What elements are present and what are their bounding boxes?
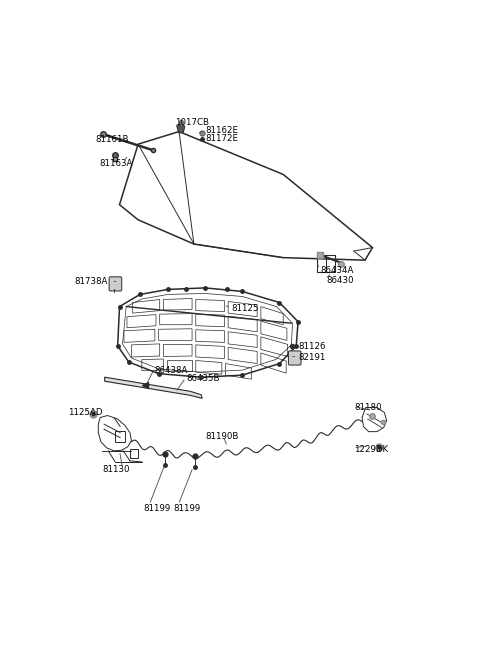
Text: 81130: 81130 xyxy=(103,465,130,474)
FancyBboxPatch shape xyxy=(288,351,301,365)
Text: 81162E: 81162E xyxy=(205,126,238,134)
Polygon shape xyxy=(105,377,202,398)
Text: 81199: 81199 xyxy=(173,504,201,513)
Text: 82191: 82191 xyxy=(298,353,325,362)
Text: 86438A: 86438A xyxy=(155,365,188,375)
Text: 81161B: 81161B xyxy=(96,135,129,143)
Text: 1125AD: 1125AD xyxy=(68,408,103,417)
Text: 81190B: 81190B xyxy=(205,432,239,441)
Polygon shape xyxy=(177,124,185,132)
Text: 1229DK: 1229DK xyxy=(354,445,388,454)
Text: 1017CB: 1017CB xyxy=(175,119,209,128)
Text: 86430: 86430 xyxy=(326,276,353,285)
Text: 81126: 81126 xyxy=(298,343,325,352)
Text: 86435B: 86435B xyxy=(186,374,220,383)
Text: 81172E: 81172E xyxy=(205,134,238,143)
Text: 81738A: 81738A xyxy=(74,277,108,286)
Text: 81125: 81125 xyxy=(231,303,259,312)
Text: 81163A: 81163A xyxy=(99,159,132,168)
Text: 86434A: 86434A xyxy=(321,266,354,274)
Text: 81199: 81199 xyxy=(144,504,171,513)
Text: 81180: 81180 xyxy=(354,403,382,412)
FancyBboxPatch shape xyxy=(109,277,122,291)
